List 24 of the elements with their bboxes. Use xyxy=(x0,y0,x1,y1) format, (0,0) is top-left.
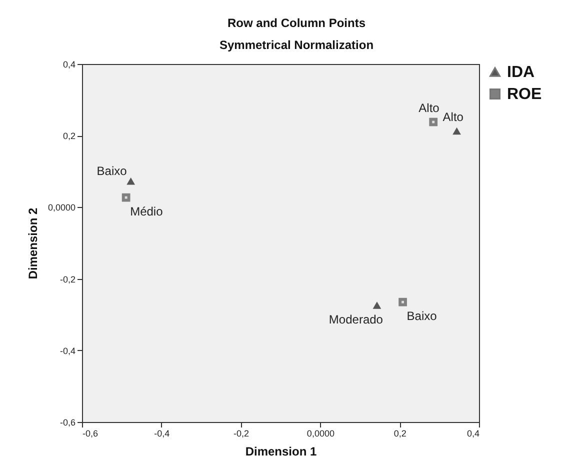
annotation: Baixo xyxy=(406,309,438,324)
x-tick-label: -0,2 xyxy=(234,428,250,438)
annotation: Alto xyxy=(442,110,464,124)
y-tick-label: 0,0000 xyxy=(48,202,76,213)
annotation: Alto xyxy=(418,100,440,115)
annotation: Baixo xyxy=(96,164,128,178)
y-tick-label: 0,4 xyxy=(62,60,76,70)
y-tick-label: -0,6 xyxy=(60,418,76,428)
y-tick-label: -0,2 xyxy=(60,274,76,284)
y-tick-label: -0,4 xyxy=(60,346,76,356)
legend-label: ROE xyxy=(507,86,542,103)
y-axis-title: Dimension 2 xyxy=(26,208,40,280)
x-tick-label: -0,4 xyxy=(154,428,170,438)
annotation: Médio xyxy=(130,204,164,219)
x-tick-label: -0,6 xyxy=(82,428,98,438)
annotation: Moderado xyxy=(328,312,384,326)
x-tick-label: 0,4 xyxy=(466,428,480,438)
chart-subtitle: Symmetrical Normalization xyxy=(219,38,374,52)
x-tick-label: 0,2 xyxy=(394,428,406,438)
x-tick-label: 0,0000 xyxy=(306,428,334,438)
chart-title: Row and Column Points xyxy=(228,16,366,30)
y-tick-label: 0,2 xyxy=(62,131,76,142)
x-axis-title: Dimension 1 xyxy=(245,444,317,458)
legend-label: IDA xyxy=(507,64,535,81)
